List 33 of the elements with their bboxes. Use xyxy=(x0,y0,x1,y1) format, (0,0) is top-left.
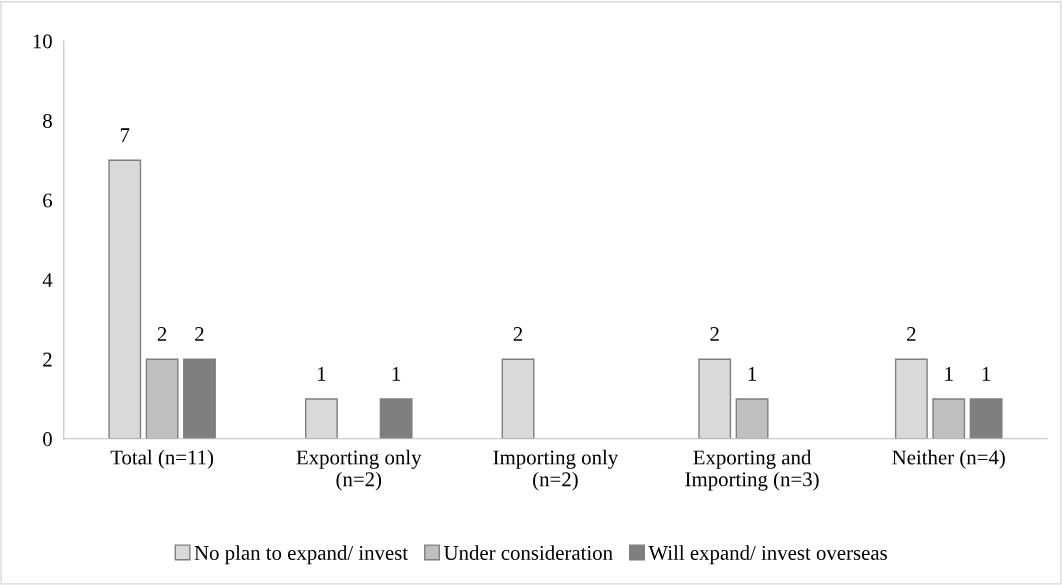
data-label: 1 xyxy=(318,366,326,381)
x-tick-label: Total (n=11) xyxy=(110,449,214,469)
x-tick-label: Importing only (n=2) xyxy=(493,449,619,491)
data-label: 1 xyxy=(748,366,757,381)
data-label: 2 xyxy=(157,327,167,341)
data-label: 2 xyxy=(907,327,916,341)
bar xyxy=(379,398,413,439)
bar xyxy=(304,398,338,439)
x-tick-label: Exporting only (n=2) xyxy=(296,449,422,491)
x-tick-label: Neither (n=4) xyxy=(892,449,1005,469)
data-label: 1 xyxy=(392,366,401,381)
bar xyxy=(501,358,535,439)
x-tick-label: Exporting and Importing (n=3) xyxy=(685,449,819,491)
data-label: 2 xyxy=(195,327,204,341)
y-tick-label: 0 xyxy=(43,432,52,447)
bar xyxy=(969,398,1003,439)
y-tick-label: 6 xyxy=(43,193,53,208)
data-label: 1 xyxy=(982,366,991,381)
y-tick-label: 4 xyxy=(42,273,53,287)
data-label: 2 xyxy=(513,327,523,341)
legend-label: Under consideration xyxy=(443,545,613,560)
legend-label: Will expand/ invest overseas xyxy=(648,545,887,565)
bar xyxy=(183,358,216,439)
bar xyxy=(698,358,732,439)
data-label: 1 xyxy=(945,366,953,381)
data-label: 7 xyxy=(120,128,130,142)
bar xyxy=(108,159,142,439)
data-label: 2 xyxy=(710,327,719,341)
bar xyxy=(894,358,928,439)
y-tick-label: 2 xyxy=(43,352,52,367)
y-tick-label: 10 xyxy=(33,34,52,49)
y-tick-label: 8 xyxy=(43,113,52,128)
legend-label: No plan to expand/ invest xyxy=(194,545,408,565)
